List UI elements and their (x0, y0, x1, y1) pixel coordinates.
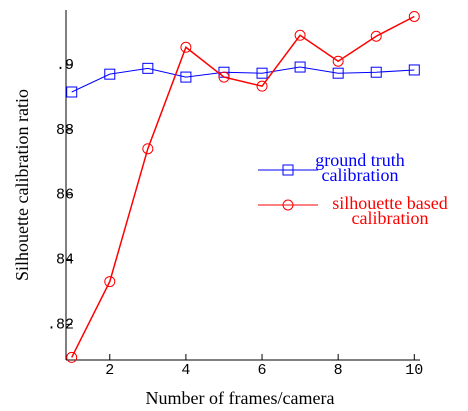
marker (332, 67, 344, 79)
marker (66, 351, 78, 363)
legend-marker (282, 199, 294, 211)
x-tick-label: 8 (334, 362, 343, 379)
marker (332, 55, 344, 67)
legend-label: ground truth calibration (315, 150, 405, 185)
marker (408, 64, 420, 76)
x-tick-label: 6 (258, 362, 267, 379)
marker (370, 30, 382, 42)
x-tick-label: 2 (105, 362, 114, 379)
marker (66, 86, 78, 98)
y-tick-label: .9 (56, 57, 74, 74)
marker (104, 68, 116, 80)
marker (370, 66, 382, 78)
marker (180, 41, 192, 53)
marker (142, 143, 154, 155)
y-axis-label: Silhouette calibration ratio (12, 89, 32, 281)
legend-label: silhouette based calibration (332, 193, 448, 228)
marker (218, 71, 230, 83)
marker (142, 62, 154, 74)
y-tick-label: .82 (47, 316, 74, 333)
series-line (71, 15, 415, 358)
y-tick-label: 88 (56, 122, 74, 139)
x-tick-label: 4 (181, 362, 190, 379)
marker (294, 29, 306, 41)
marker (256, 80, 268, 92)
y-tick-label: 84 (56, 252, 74, 269)
marker (180, 71, 192, 83)
x-tick-label: 10 (405, 362, 423, 379)
marker (294, 61, 306, 73)
x-axis-label: Number of frames/camera (146, 388, 335, 408)
marker (408, 10, 420, 22)
marker (104, 276, 116, 288)
y-tick-label: 86 (56, 187, 74, 204)
marker (256, 67, 268, 79)
series-line (71, 66, 415, 93)
legend-marker (282, 164, 294, 176)
